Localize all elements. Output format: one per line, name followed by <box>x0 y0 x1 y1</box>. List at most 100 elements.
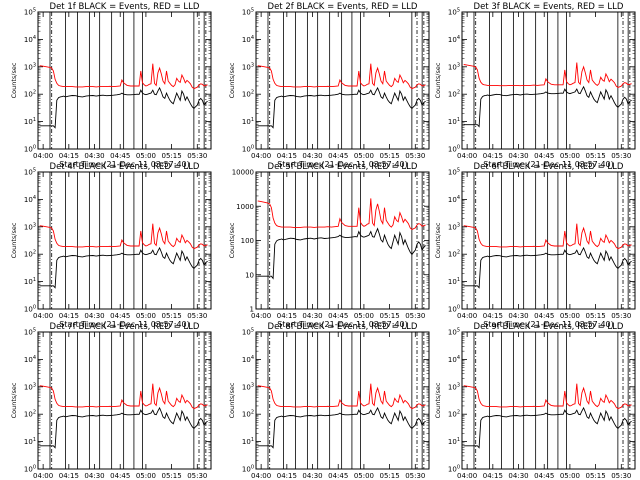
y-tick-label: 104 <box>24 195 36 204</box>
detector-panel-8: Det 8f BLACK = Events, RED = LLD 100 101 10… <box>228 322 430 480</box>
plot-frame <box>255 331 430 470</box>
x-tick-label: 04:45 <box>328 472 348 480</box>
y-axis-label: Counts/sec <box>228 382 236 418</box>
y-tick-label: 102 <box>448 250 460 259</box>
x-tick-label: 05:15 <box>586 152 606 160</box>
panel-title: Det 4f BLACK = Events, RED = LLD <box>50 162 200 172</box>
y-tick-label: 10 <box>245 271 254 279</box>
panel-title: Det 2f BLACK = Events, RED = LLD <box>268 2 418 12</box>
x-tick-label: 04:45 <box>534 472 554 480</box>
events-series-line <box>463 406 632 449</box>
y-tick-label: 104 <box>242 355 254 364</box>
x-tick-label: 05:15 <box>586 472 606 480</box>
lld-series-line <box>39 383 208 410</box>
y-tick-label: 100 <box>24 145 36 154</box>
x-tick-label: 05:15 <box>162 152 182 160</box>
x-tick-label: 04:30 <box>302 152 322 160</box>
x-tick-label: 05:15 <box>162 472 182 480</box>
x-tick-label: 05:15 <box>380 472 400 480</box>
y-tick-label: 103 <box>24 222 36 231</box>
x-tick-label: 05:30 <box>187 152 207 160</box>
y-tick-label: 100 <box>241 237 254 245</box>
detector-panel-1: Det 1f BLACK = Events, RED = LLD 100 101 10… <box>10 2 212 169</box>
plot-frame <box>461 331 636 470</box>
x-tick-label: 04:00 <box>457 472 477 480</box>
panel-title: Det 9f BLACK = Events, RED = LLD <box>474 322 624 332</box>
y-tick-label: 105 <box>448 328 460 337</box>
y-tick-label: 103 <box>242 382 254 391</box>
x-tick-label: 05:00 <box>560 472 580 480</box>
x-tick-label: 05:00 <box>560 312 580 320</box>
x-tick-label: 05:30 <box>187 472 207 480</box>
lld-series-line <box>257 63 426 90</box>
plot-frame <box>461 11 636 150</box>
x-tick-label: 04:15 <box>59 152 79 160</box>
x-tick-label: 04:00 <box>33 312 53 320</box>
x-tick-label: 04:45 <box>110 152 130 160</box>
detector-panel-6: Det 6f BLACK = Events, RED = LLD 100 101 10… <box>434 162 636 329</box>
x-tick-label: 04:00 <box>251 152 271 160</box>
detector-panel-3: Det 3f BLACK = Events, RED = LLD 100 101 10… <box>434 2 636 169</box>
panel-title: Det 1f BLACK = Events, RED = LLD <box>50 2 200 12</box>
events-series-line <box>39 86 208 129</box>
x-tick-label: 04:15 <box>483 472 503 480</box>
y-tick-label: 100 <box>448 465 460 474</box>
lld-series-line <box>463 223 632 250</box>
y-tick-label: 104 <box>448 35 460 44</box>
lld-series-line <box>463 383 632 410</box>
lld-series-line <box>257 383 426 410</box>
events-series-line <box>39 406 208 449</box>
x-tick-label: 05:15 <box>380 312 400 320</box>
x-axis-label: Start Time (21-Dec-11 03:57:40) <box>277 160 408 169</box>
y-tick-label: 100 <box>24 305 36 314</box>
y-tick-label: 102 <box>24 90 36 99</box>
events-series-line <box>463 246 632 289</box>
y-tick-label: 103 <box>448 222 460 231</box>
x-tick-label: 04:15 <box>59 312 79 320</box>
y-tick-label: 104 <box>242 35 254 44</box>
x-axis-label: Start Time (21-Dec-11 03:57:40) <box>59 160 190 169</box>
plot-frame <box>255 11 430 150</box>
x-tick-label: 04:15 <box>277 312 297 320</box>
y-tick-label: 1000 <box>236 203 254 211</box>
panel-title: Det 5f BLACK = Events, RED = LLD <box>268 162 418 172</box>
y-tick-label: 100 <box>24 465 36 474</box>
plot-frame <box>461 171 636 310</box>
x-tick-label: 04:15 <box>277 472 297 480</box>
x-tick-label: 05:30 <box>187 312 207 320</box>
lld-series-line <box>39 223 208 250</box>
y-axis-label: Counts/sec <box>228 62 236 98</box>
x-tick-label: 04:30 <box>508 472 528 480</box>
y-tick-label: 1 <box>250 306 254 314</box>
y-tick-label: 105 <box>24 328 36 337</box>
x-tick-label: 04:30 <box>84 152 104 160</box>
y-tick-label: 103 <box>24 382 36 391</box>
y-tick-label: 105 <box>448 168 460 177</box>
y-tick-label: 100 <box>448 145 460 154</box>
x-tick-label: 04:00 <box>457 312 477 320</box>
lld-series-line <box>463 62 632 89</box>
x-tick-label: 04:30 <box>302 312 322 320</box>
x-tick-label: 04:45 <box>110 472 130 480</box>
y-tick-label: 104 <box>448 195 460 204</box>
detector-panel-9: Det 9f BLACK = Events, RED = LLD 100 101 10… <box>434 322 636 480</box>
detector-panel-5: Det 5f BLACK = Events, RED = LLD 1 10 100 10… <box>228 162 430 329</box>
detector-panel-4: Det 4f BLACK = Events, RED = LLD 100 101 10… <box>10 162 212 329</box>
y-tick-label: 102 <box>24 410 36 419</box>
y-tick-label: 101 <box>24 437 36 446</box>
events-series-line <box>39 246 208 289</box>
x-tick-label: 05:00 <box>560 152 580 160</box>
x-tick-label: 04:15 <box>59 472 79 480</box>
x-tick-label: 04:45 <box>328 152 348 160</box>
y-tick-label: 105 <box>448 8 460 17</box>
plot-frame <box>37 11 212 150</box>
y-axis-label: Counts/sec <box>10 62 18 98</box>
y-tick-label: 105 <box>24 168 36 177</box>
x-tick-label: 05:15 <box>162 312 182 320</box>
y-tick-label: 104 <box>448 355 460 364</box>
plot-frame <box>37 171 212 310</box>
x-tick-label: 04:00 <box>33 472 53 480</box>
y-tick-label: 102 <box>242 90 254 99</box>
x-axis-label: Start Time (21-Dec-11 03:57:40) <box>59 320 190 329</box>
